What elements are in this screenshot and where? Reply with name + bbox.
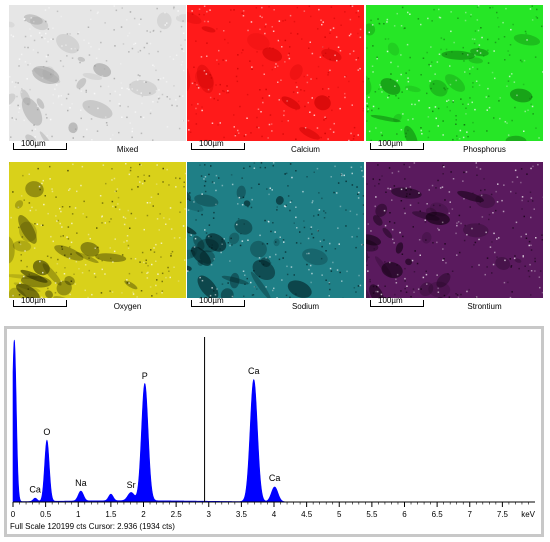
peak-label: Ca (248, 366, 260, 376)
peak-label: Sr (127, 480, 136, 490)
x-tick-label: 1 (76, 510, 81, 519)
scale-bar-label: 100µm (21, 296, 46, 305)
x-tick-label: 4 (272, 510, 277, 519)
map-tile-phosphorus: 100µm Phosphorus (366, 5, 543, 157)
map-tile-sodium: 100µm Sodium (187, 162, 364, 314)
map-element-label: Mixed (116, 145, 139, 154)
x-tick-label: 6 (402, 510, 407, 519)
map-tile-strontium: 100µm Strontium (366, 162, 543, 314)
scale-bar-label: 100µm (199, 296, 224, 305)
scale-bar (13, 300, 67, 307)
map-element-label: Oxygen (113, 302, 142, 311)
x-tick-label: 1.5 (105, 510, 117, 519)
map-image-phosphorus (366, 5, 543, 141)
x-tick-label: 2 (141, 510, 146, 519)
x-tick-label: 6.5 (432, 510, 444, 519)
peak-label: Na (75, 478, 87, 488)
x-tick-label: 5 (337, 510, 342, 519)
peak-label: Ca (29, 485, 41, 495)
scale-bar-label: 100µm (378, 139, 403, 148)
x-tick-label: 0.5 (40, 510, 52, 519)
map-element-label: Calcium (291, 145, 320, 154)
map-caption: 100µm Mixed (9, 139, 186, 157)
x-tick-label: 7.5 (497, 510, 509, 519)
scale-bar (191, 143, 245, 150)
x-tick-label: 3 (207, 510, 212, 519)
x-axis-label: keV (521, 510, 535, 519)
map-element-label: Sodium (291, 302, 320, 311)
map-caption: 100µm Oxygen (9, 296, 186, 314)
map-element-label: Phosphorus (463, 145, 506, 154)
map-element-label: Strontium (467, 302, 502, 311)
x-tick-label: 4.5 (301, 510, 313, 519)
scale-bar-label: 100µm (378, 296, 403, 305)
map-tile-calcium: 100µm Calcium (187, 5, 364, 157)
map-image-calcium (187, 5, 364, 141)
map-caption: 100µm Phosphorus (366, 139, 543, 157)
x-tick-label: 7 (468, 510, 473, 519)
map-image-sodium (187, 162, 364, 298)
map-tile-mixed: 100µm Mixed (9, 5, 186, 157)
scale-bar-label: 100µm (199, 139, 224, 148)
peak-label: Ca (269, 473, 281, 483)
map-caption: 100µm Calcium (187, 139, 364, 157)
peak-label: P (142, 371, 148, 381)
x-tick-label: 5.5 (366, 510, 378, 519)
map-tile-oxygen: 100µm Oxygen (9, 162, 186, 314)
x-tick-label: 0 (11, 510, 16, 519)
scale-bar (191, 300, 245, 307)
scale-bar (370, 300, 424, 307)
scale-bar (370, 143, 424, 150)
peak-label: O (43, 427, 50, 437)
x-tick-label: 2.5 (171, 510, 183, 519)
map-image-mixed (9, 5, 186, 141)
scale-bar-label: 100µm (21, 139, 46, 148)
eds-spectrum-chart: 0 0.5 1 1.5 2 2.5 3 3.5 4 4.5 5 5.5 6 6.5 7 7.5 keV Ca O Na… (10, 337, 536, 531)
status-readout: Full Scale 120199 cts Cursor: 2.936 (193… (10, 522, 175, 531)
map-image-strontium (366, 162, 543, 298)
map-caption: 100µm Sodium (187, 296, 364, 314)
eds-spectrum-panel: 0 0.5 1 1.5 2 2.5 3 3.5 4 4.5 5 5.5 6 6.5 7 7.5 keV Ca O Na… (4, 326, 544, 537)
map-caption: 100µm Strontium (366, 296, 543, 314)
map-image-oxygen (9, 162, 186, 298)
x-tick-label: 3.5 (236, 510, 248, 519)
scale-bar (13, 143, 67, 150)
